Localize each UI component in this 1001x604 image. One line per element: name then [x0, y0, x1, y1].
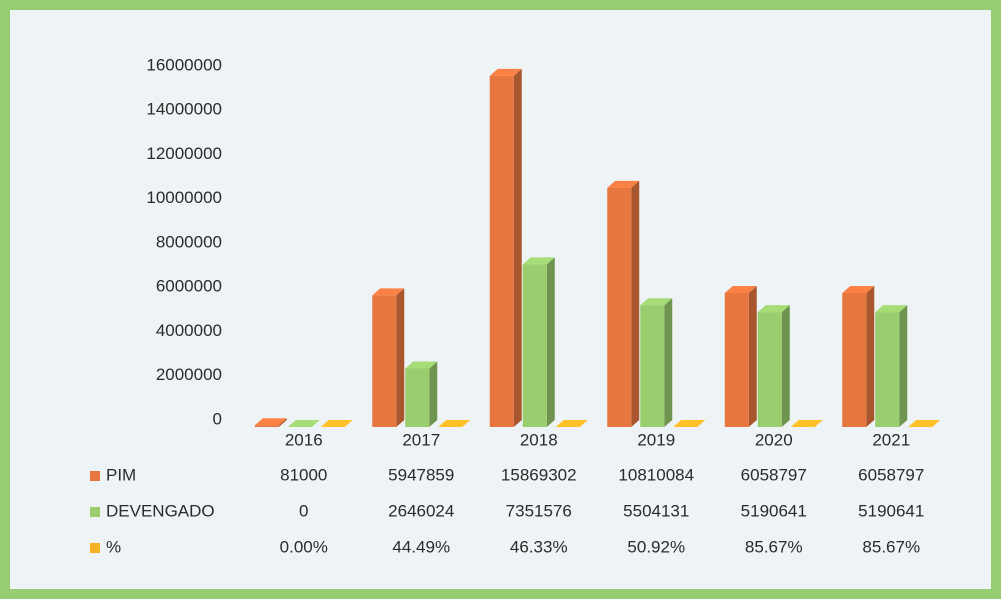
- table-cell: 85.67%: [745, 537, 803, 556]
- bar: [842, 293, 866, 427]
- y-tick-label: 2000000: [156, 365, 222, 384]
- table-cell: 15869302: [501, 465, 577, 484]
- legend-key: [90, 543, 100, 553]
- bar: [372, 295, 396, 427]
- bar: [523, 264, 547, 427]
- table-cell: 46.33%: [510, 537, 568, 556]
- bar-side: [547, 257, 555, 427]
- table-cell: 0.00%: [280, 537, 328, 556]
- legend-key: [90, 507, 100, 517]
- y-tick-label: 16000000: [146, 55, 222, 74]
- bar: [607, 188, 631, 427]
- table-cell: 2646024: [388, 501, 454, 520]
- table-cell: 85.67%: [862, 537, 920, 556]
- bar: [255, 425, 279, 427]
- y-tick-label: 0: [213, 409, 222, 428]
- table-cell: 5504131: [623, 501, 689, 520]
- legend-key: [90, 471, 100, 481]
- y-tick-label: 14000000: [146, 100, 222, 119]
- legend-label: %: [106, 537, 121, 556]
- bar-side: [664, 298, 672, 427]
- bar-side: [631, 181, 639, 427]
- x-tick-label: 2017: [402, 430, 440, 449]
- table-cell: 0: [299, 501, 308, 520]
- y-tick-label: 12000000: [146, 144, 222, 163]
- table-cell: 6058797: [741, 465, 807, 484]
- table-cell: 5190641: [741, 501, 807, 520]
- bar: [405, 368, 429, 427]
- x-tick-label: 2016: [285, 430, 323, 449]
- bar-side: [749, 286, 757, 427]
- table-cell: 5190641: [858, 501, 924, 520]
- y-tick-label: 4000000: [156, 321, 222, 340]
- table-cell: 81000: [280, 465, 327, 484]
- bar: [725, 293, 749, 427]
- bar-side: [782, 305, 790, 427]
- x-tick-label: 2018: [520, 430, 558, 449]
- bar-side: [866, 286, 874, 427]
- bar-side: [514, 69, 522, 427]
- table-cell: 50.92%: [627, 537, 685, 556]
- legend-label: PIM: [106, 465, 136, 484]
- bar: [758, 312, 782, 427]
- table-cell: 44.49%: [392, 537, 450, 556]
- x-tick-label: 2021: [872, 430, 910, 449]
- table-cell: 5947859: [388, 465, 454, 484]
- bar: [490, 76, 514, 427]
- bar: [875, 312, 899, 427]
- legend-label: DEVENGADO: [106, 501, 215, 520]
- bar: [640, 305, 664, 427]
- y-tick-label: 6000000: [156, 277, 222, 296]
- table-cell: 6058797: [858, 465, 924, 484]
- bar-side: [899, 305, 907, 427]
- x-tick-label: 2019: [637, 430, 675, 449]
- bar-side: [396, 288, 404, 427]
- table-cell: 10810084: [618, 465, 694, 484]
- table-cell: 7351576: [506, 501, 572, 520]
- y-tick-label: 8000000: [156, 232, 222, 251]
- bar-side: [429, 361, 437, 427]
- x-tick-label: 2020: [755, 430, 793, 449]
- y-tick-label: 10000000: [146, 188, 222, 207]
